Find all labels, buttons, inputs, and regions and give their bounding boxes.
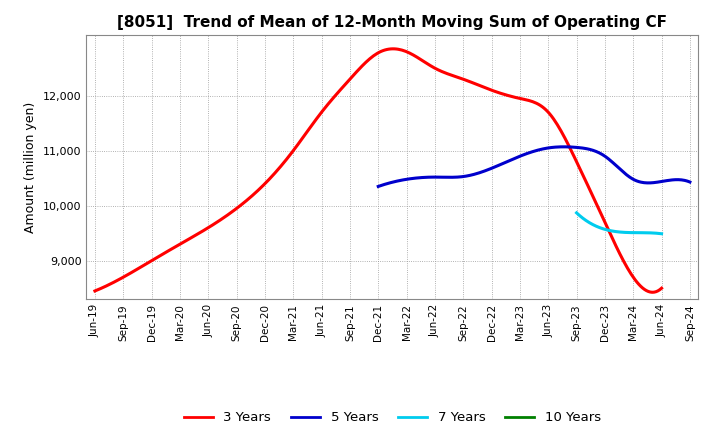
5 Years [374,184,382,189]
5 Years [685,180,694,185]
3 Years [388,46,397,51]
Line: 5 Years: 5 Years [378,147,690,187]
3 Years [428,64,436,70]
7 Years [657,231,666,236]
7 Years [644,230,652,235]
3 Years [648,290,657,295]
7 Years [623,230,631,235]
5 Years [566,144,575,150]
5 Years [375,183,384,189]
3 Years [570,154,579,160]
7 Years [649,231,658,236]
Legend: 3 Years, 5 Years, 7 Years, 10 Years: 3 Years, 5 Years, 7 Years, 10 Years [179,406,606,430]
5 Years [559,144,567,150]
Line: 7 Years: 7 Years [577,213,662,234]
3 Years [430,65,438,70]
Title: [8051]  Trend of Mean of 12-Month Moving Sum of Operating CF: [8051] Trend of Mean of 12-Month Moving … [117,15,667,30]
3 Years [657,286,666,291]
7 Years [624,230,633,235]
3 Years [91,288,99,293]
7 Years [572,210,581,216]
Y-axis label: Amount (million yen): Amount (million yen) [24,102,37,233]
3 Years [92,288,101,293]
7 Years [572,210,581,216]
7 Years [623,230,631,235]
3 Years [606,231,615,237]
3 Years [439,70,448,75]
5 Years [560,144,569,150]
5 Years [638,180,647,185]
5 Years [657,179,666,184]
Line: 3 Years: 3 Years [95,49,662,292]
5 Years [559,144,568,150]
